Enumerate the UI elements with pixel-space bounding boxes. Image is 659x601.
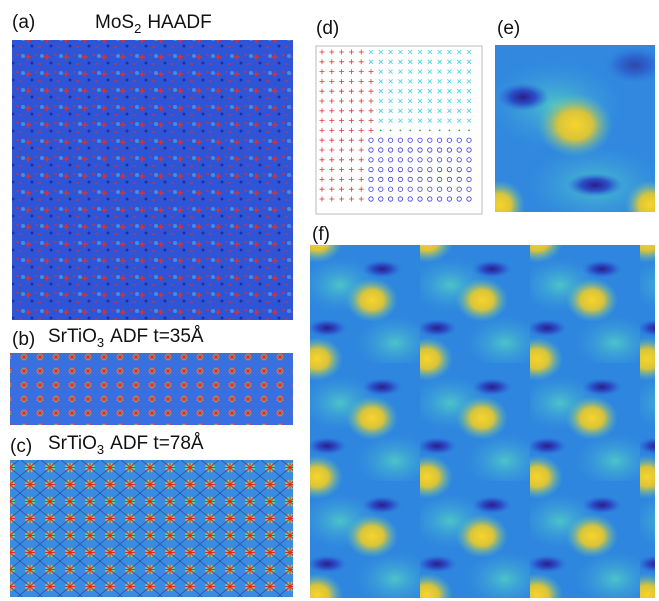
title-subscript: 3 xyxy=(97,442,104,457)
image-e xyxy=(475,45,659,230)
panel-title: SrTiO3 ADF t=78Å xyxy=(48,433,204,457)
image-c xyxy=(10,460,293,597)
panel-label: (b) xyxy=(12,329,35,350)
panel-label: (f) xyxy=(312,224,330,245)
marker xyxy=(390,130,392,132)
image-b xyxy=(10,353,293,425)
marker xyxy=(419,130,421,132)
marker xyxy=(458,130,460,132)
title-part: SrTiO xyxy=(48,326,97,347)
panel-label: (e) xyxy=(497,18,520,39)
marker xyxy=(439,130,441,132)
panel-label: (c) xyxy=(10,436,32,457)
image-a xyxy=(12,40,293,320)
title-subscript: 3 xyxy=(97,335,104,350)
title-part: SrTiO xyxy=(48,433,97,454)
figure: (a) MoS2HAADF (b) SrTiO3ADF t=35Å (c) Sr… xyxy=(0,0,659,601)
marker xyxy=(409,130,411,132)
panel-label: (a) xyxy=(12,12,35,33)
marker xyxy=(429,130,431,132)
title-part: ADF t=35Å xyxy=(110,326,204,347)
marker xyxy=(468,130,470,132)
marker xyxy=(400,130,402,132)
marker xyxy=(449,130,451,132)
panel-title: MoS2 HAADF xyxy=(95,12,212,36)
title-part: HAADF xyxy=(147,12,211,33)
panel-label: (d) xyxy=(316,18,339,39)
title-part: ADF t=78Å xyxy=(110,433,204,454)
image-f xyxy=(310,245,655,598)
title-part: MoS xyxy=(95,12,134,33)
title-subscript: 2 xyxy=(134,21,141,36)
panel-title: SrTiO3 ADF t=35Å xyxy=(48,326,204,350)
marker xyxy=(380,130,382,132)
